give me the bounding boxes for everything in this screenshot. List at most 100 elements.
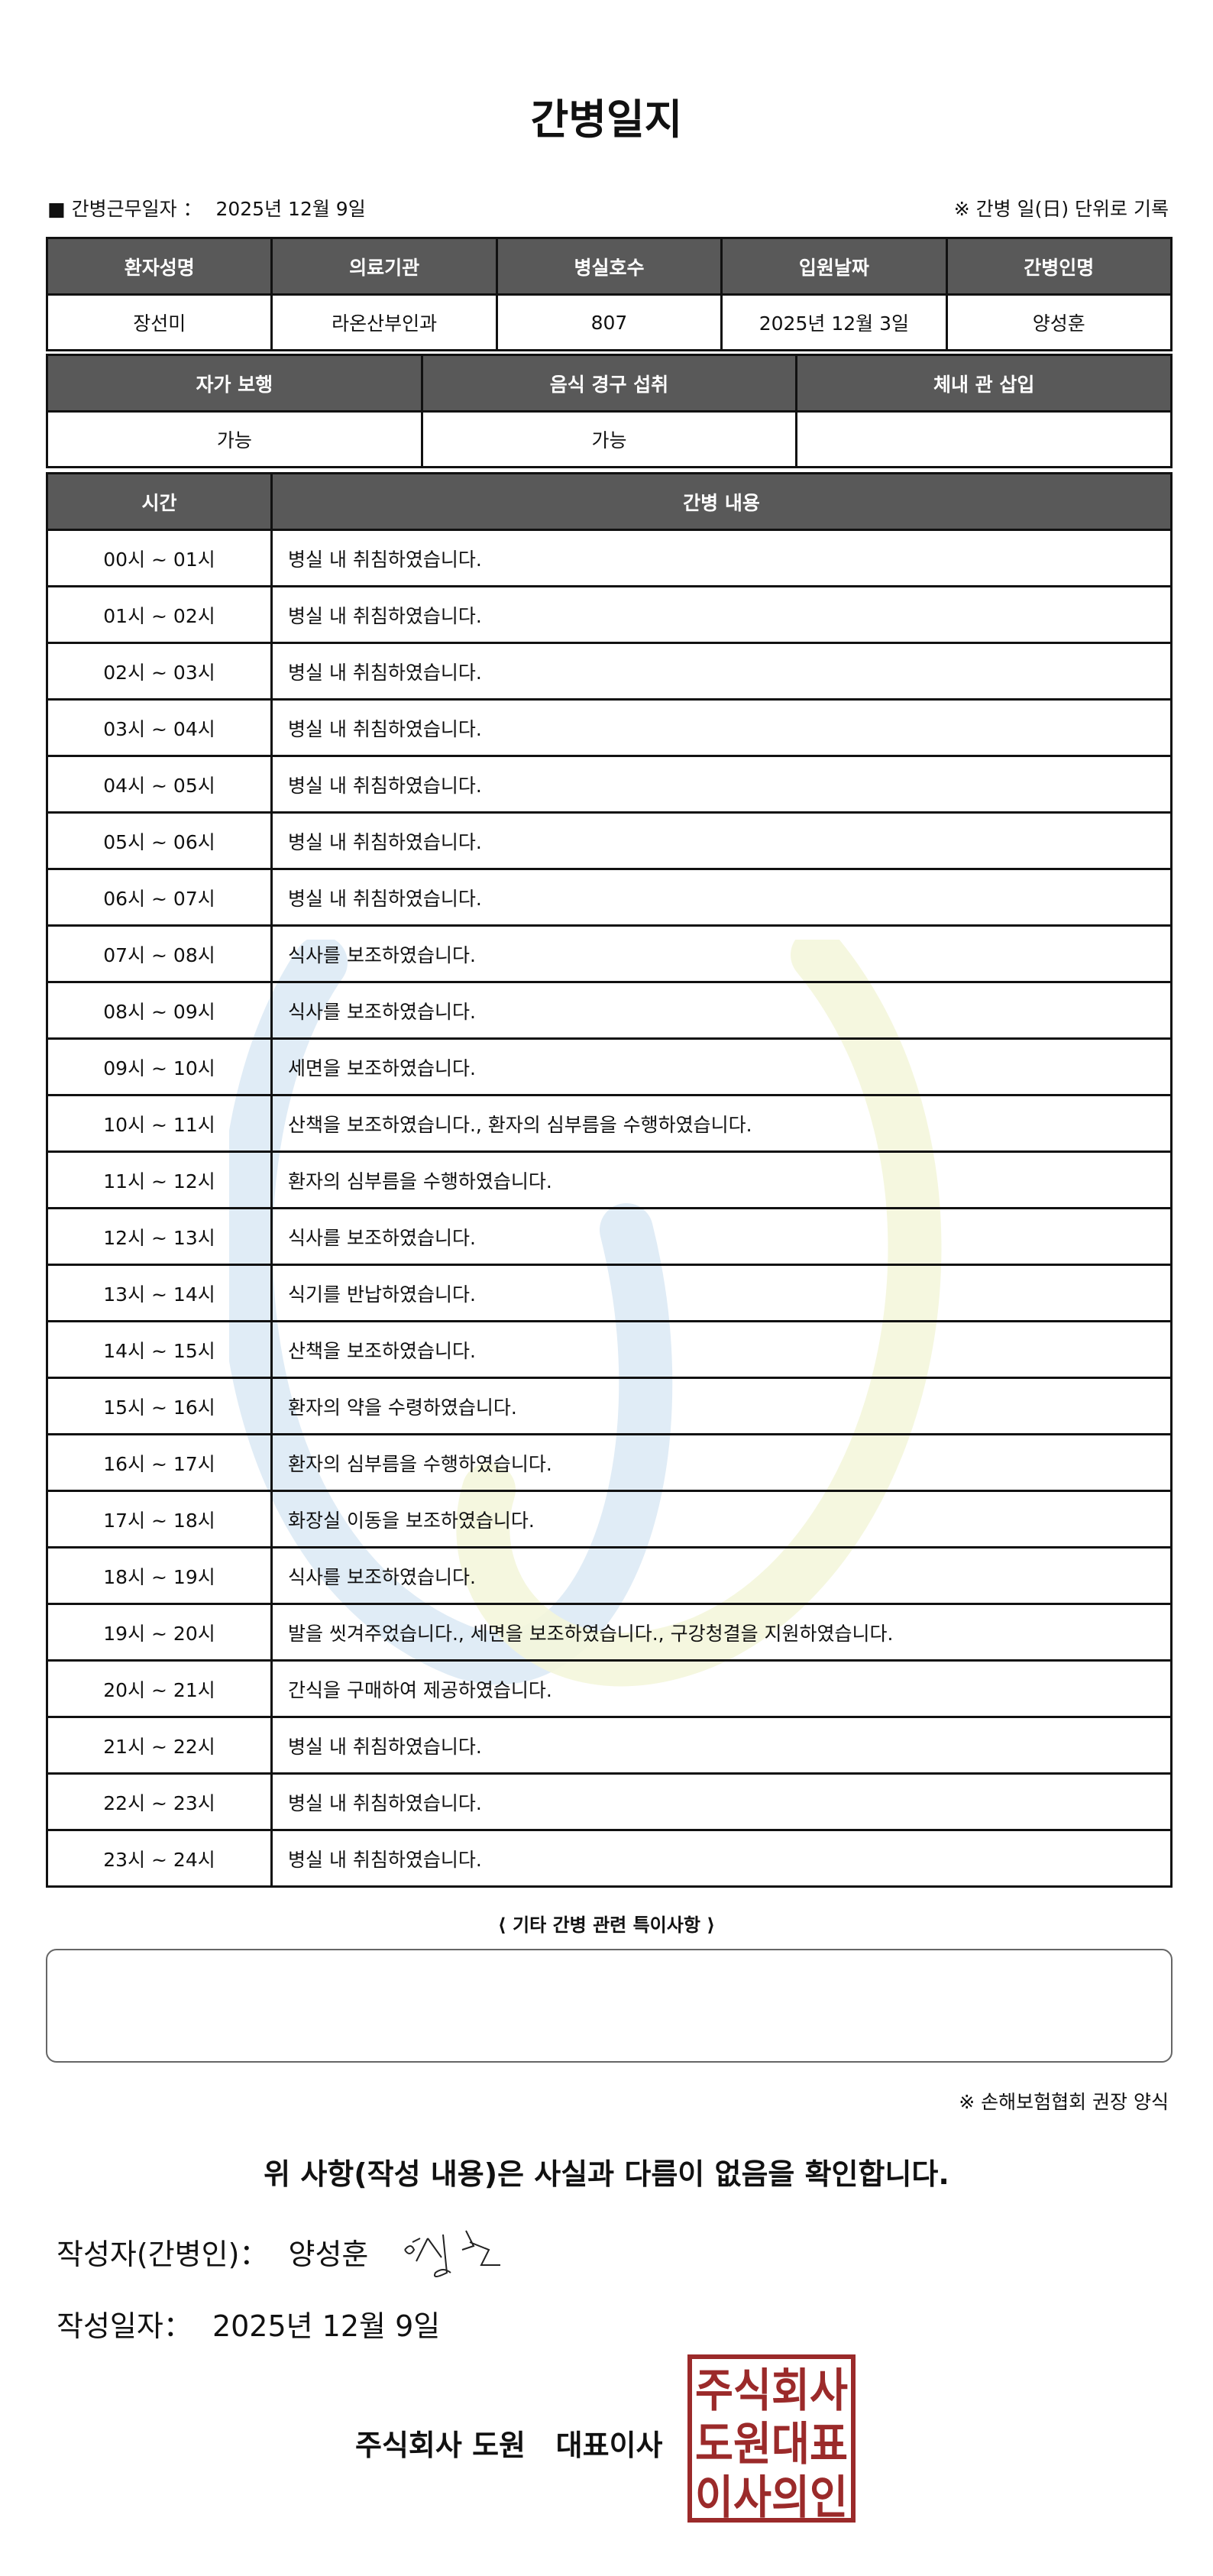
time-slot: 12시 ~ 13시 <box>46 1207 273 1266</box>
header-room: 병실호수 <box>495 237 723 296</box>
time-slot: 07시 ~ 08시 <box>46 924 273 983</box>
table-row: 19시 ~ 20시 발을 씻겨주었습니다., 세면을 보조하였습니다., 구강청결… <box>46 1603 1173 1662</box>
time-slot: 16시 ~ 17시 <box>46 1433 273 1492</box>
notes-title: ⟨ 기타 간병 관련 특이사항 ⟩ <box>497 1914 716 1936</box>
record-unit-note: ※ 간병 일(日) 단위로 기록 <box>953 198 1169 220</box>
patient-header-row: 환자성명 의료기관 병실호수 입원날짜 간병인명 <box>45 237 1173 296</box>
time-slot: 21시 ~ 22시 <box>46 1716 273 1775</box>
care-content: 산책을 보조하였습니다. <box>270 1320 1173 1379</box>
oral-intake-status: 가능 <box>420 410 798 468</box>
time-slot: 03시 ~ 04시 <box>46 698 273 757</box>
time-slot: 18시 ~ 19시 <box>46 1546 273 1605</box>
header-patient-name: 환자성명 <box>45 237 273 296</box>
time-slot: 00시 ~ 01시 <box>46 529 273 587</box>
table-row: 11시 ~ 12시 환자의 심부름을 수행하였습니다. <box>46 1150 1173 1209</box>
recommended-form-note: ※ 손해보험협회 권장 양식 <box>959 2091 1169 2113</box>
care-content: 환자의 약을 수령하였습니다. <box>270 1377 1173 1435</box>
svg-text:주식회사: 주식회사 <box>695 2364 848 2418</box>
table-row: 08시 ~ 09시 식사를 보조하였습니다. <box>46 981 1173 1040</box>
table-row: 14시 ~ 15시 산책을 보조하였습니다. <box>46 1320 1173 1379</box>
time-slot: 10시 ~ 11시 <box>46 1094 273 1153</box>
care-log-table: 시간 간병 내용 00시 ~ 01시 병실 내 취침하였습니다. 01시 ~ 02시… <box>46 472 1173 1888</box>
time-slot: 11시 ~ 12시 <box>46 1150 273 1209</box>
work-date-label: ■ 간병근무일자 ： <box>47 198 202 220</box>
care-content: 병실 내 취침하였습니다. <box>270 1772 1173 1831</box>
time-slot: 09시 ~ 10시 <box>46 1037 273 1096</box>
care-content: 환자의 심부름을 수행하였습니다. <box>270 1433 1173 1492</box>
time-slot: 22시 ~ 23시 <box>46 1772 273 1831</box>
status-value-row: 가능 가능 <box>46 410 1173 468</box>
header-time: 시간 <box>46 472 273 531</box>
table-row: 23시 ~ 24시 병실 내 취침하였습니다. <box>46 1829 1173 1888</box>
time-slot: 01시 ~ 02시 <box>46 585 273 644</box>
company-seal-stamp: 주식회사 도원대표 이사의인 <box>687 2354 856 2523</box>
time-slot: 19시 ~ 20시 <box>46 1603 273 1662</box>
care-content: 병실 내 취침하였습니다. <box>270 755 1173 814</box>
care-content: 발을 씻겨주었습니다., 세면을 보조하였습니다., 구강청결을 지원하였습니다… <box>270 1603 1173 1662</box>
table-row: 10시 ~ 11시 산책을 보조하였습니다., 환자의 심부름을 수행하였습니다. <box>46 1094 1173 1153</box>
svg-text:이사의인: 이사의인 <box>695 2471 848 2523</box>
patient-value-row: 장선미 라온산부인과 807 2025년 12월 3일 양성훈 <box>45 293 1173 351</box>
table-row: 02시 ~ 03시 병실 내 취침하였습니다. <box>46 642 1173 701</box>
time-slot: 13시 ~ 14시 <box>46 1264 273 1322</box>
table-row: 03시 ~ 04시 병실 내 취침하였습니다. <box>46 698 1173 757</box>
patient-name: 장선미 <box>45 293 273 351</box>
written-date-label: 작성일자： <box>57 2309 192 2343</box>
table-row: 22시 ~ 23시 병실 내 취침하였습니다. <box>46 1772 1173 1831</box>
table-row: 06시 ~ 07시 병실 내 취침하였습니다. <box>46 868 1173 927</box>
care-content: 식사를 보조하였습니다. <box>270 1207 1173 1266</box>
care-content: 환자의 심부름을 수행하였습니다. <box>270 1150 1173 1209</box>
time-slot: 14시 ~ 15시 <box>46 1320 273 1379</box>
care-content: 병실 내 취침하였습니다. <box>270 868 1173 927</box>
admission-date: 2025년 12월 3일 <box>720 293 948 351</box>
care-content: 세면을 보조하였습니다. <box>270 1037 1173 1096</box>
table-row: 13시 ~ 14시 식기를 반납하였습니다. <box>46 1264 1173 1322</box>
tube-status <box>795 410 1173 468</box>
care-content: 식사를 보조하였습니다. <box>270 981 1173 1040</box>
header-caregiver: 간병인명 <box>945 237 1173 296</box>
special-notes-box <box>46 1949 1173 2063</box>
header-oral-intake: 음식 경구 섭취 <box>420 354 798 413</box>
svg-text:도원대표: 도원대표 <box>695 2418 848 2471</box>
header-hospital: 의료기관 <box>270 237 498 296</box>
work-date-value: 2025년 12월 9일 <box>215 198 366 220</box>
patient-status-table: 자가 보행 음식 경구 섭취 체내 관 삽입 가능 가능 <box>46 354 1173 468</box>
table-row: 15시 ~ 16시 환자의 약을 수령하였습니다. <box>46 1377 1173 1435</box>
care-content: 병실 내 취침하였습니다. <box>270 529 1173 587</box>
time-slot: 15시 ~ 16시 <box>46 1377 273 1435</box>
time-slot: 04시 ~ 05시 <box>46 755 273 814</box>
header-care-content: 간병 내용 <box>270 472 1173 531</box>
author-name: 양성훈 <box>288 2238 369 2271</box>
time-slot: 08시 ~ 09시 <box>46 981 273 1040</box>
log-header-row: 시간 간병 내용 <box>46 472 1173 531</box>
care-content: 식사를 보조하였습니다. <box>270 1546 1173 1605</box>
table-row: 07시 ~ 08시 식사를 보조하였습니다. <box>46 924 1173 983</box>
care-content: 병실 내 취침하였습니다. <box>270 1829 1173 1888</box>
table-row: 17시 ~ 18시 화장실 이동을 보조하였습니다. <box>46 1490 1173 1549</box>
care-content: 식사를 보조하였습니다. <box>270 924 1173 983</box>
table-row: 00시 ~ 01시 병실 내 취침하였습니다. <box>46 529 1173 587</box>
work-date: ■ 간병근무일자 ： 2025년 12월 9일 <box>47 194 366 222</box>
care-content: 병실 내 취침하였습니다. <box>270 1716 1173 1775</box>
author-line: 작성자(간병인)： 양성훈 <box>57 2231 368 2273</box>
walking-status: 가능 <box>46 410 423 468</box>
header-admission-date: 입원날짜 <box>720 237 948 296</box>
care-content: 간식을 구매하여 제공하였습니다. <box>270 1659 1173 1718</box>
header-tube: 체내 관 삽입 <box>795 354 1173 413</box>
time-slot: 05시 ~ 06시 <box>46 811 273 870</box>
hospital: 라온산부인과 <box>270 293 498 351</box>
confirmation-statement: 위 사항(작성 내용)은 사실과 다름이 없음을 확인합니다. <box>264 2157 949 2191</box>
header-walking: 자가 보행 <box>46 354 423 413</box>
table-row: 09시 ~ 10시 세면을 보조하였습니다. <box>46 1037 1173 1096</box>
company-representative: 주식회사 도원 대표이사 <box>355 2429 663 2462</box>
table-row: 20시 ~ 21시 간식을 구매하여 제공하였습니다. <box>46 1659 1173 1718</box>
table-row: 16시 ~ 17시 환자의 심부름을 수행하였습니다. <box>46 1433 1173 1492</box>
care-content: 식기를 반납하였습니다. <box>270 1264 1173 1322</box>
status-header-row: 자가 보행 음식 경구 섭취 체내 관 삽입 <box>46 354 1173 413</box>
table-row: 04시 ~ 05시 병실 내 취침하였습니다. <box>46 755 1173 814</box>
table-row: 21시 ~ 22시 병실 내 취침하였습니다. <box>46 1716 1173 1775</box>
time-slot: 23시 ~ 24시 <box>46 1829 273 1888</box>
care-content: 병실 내 취침하였습니다. <box>270 642 1173 701</box>
care-content: 병실 내 취침하였습니다. <box>270 811 1173 870</box>
time-slot: 02시 ~ 03시 <box>46 642 273 701</box>
